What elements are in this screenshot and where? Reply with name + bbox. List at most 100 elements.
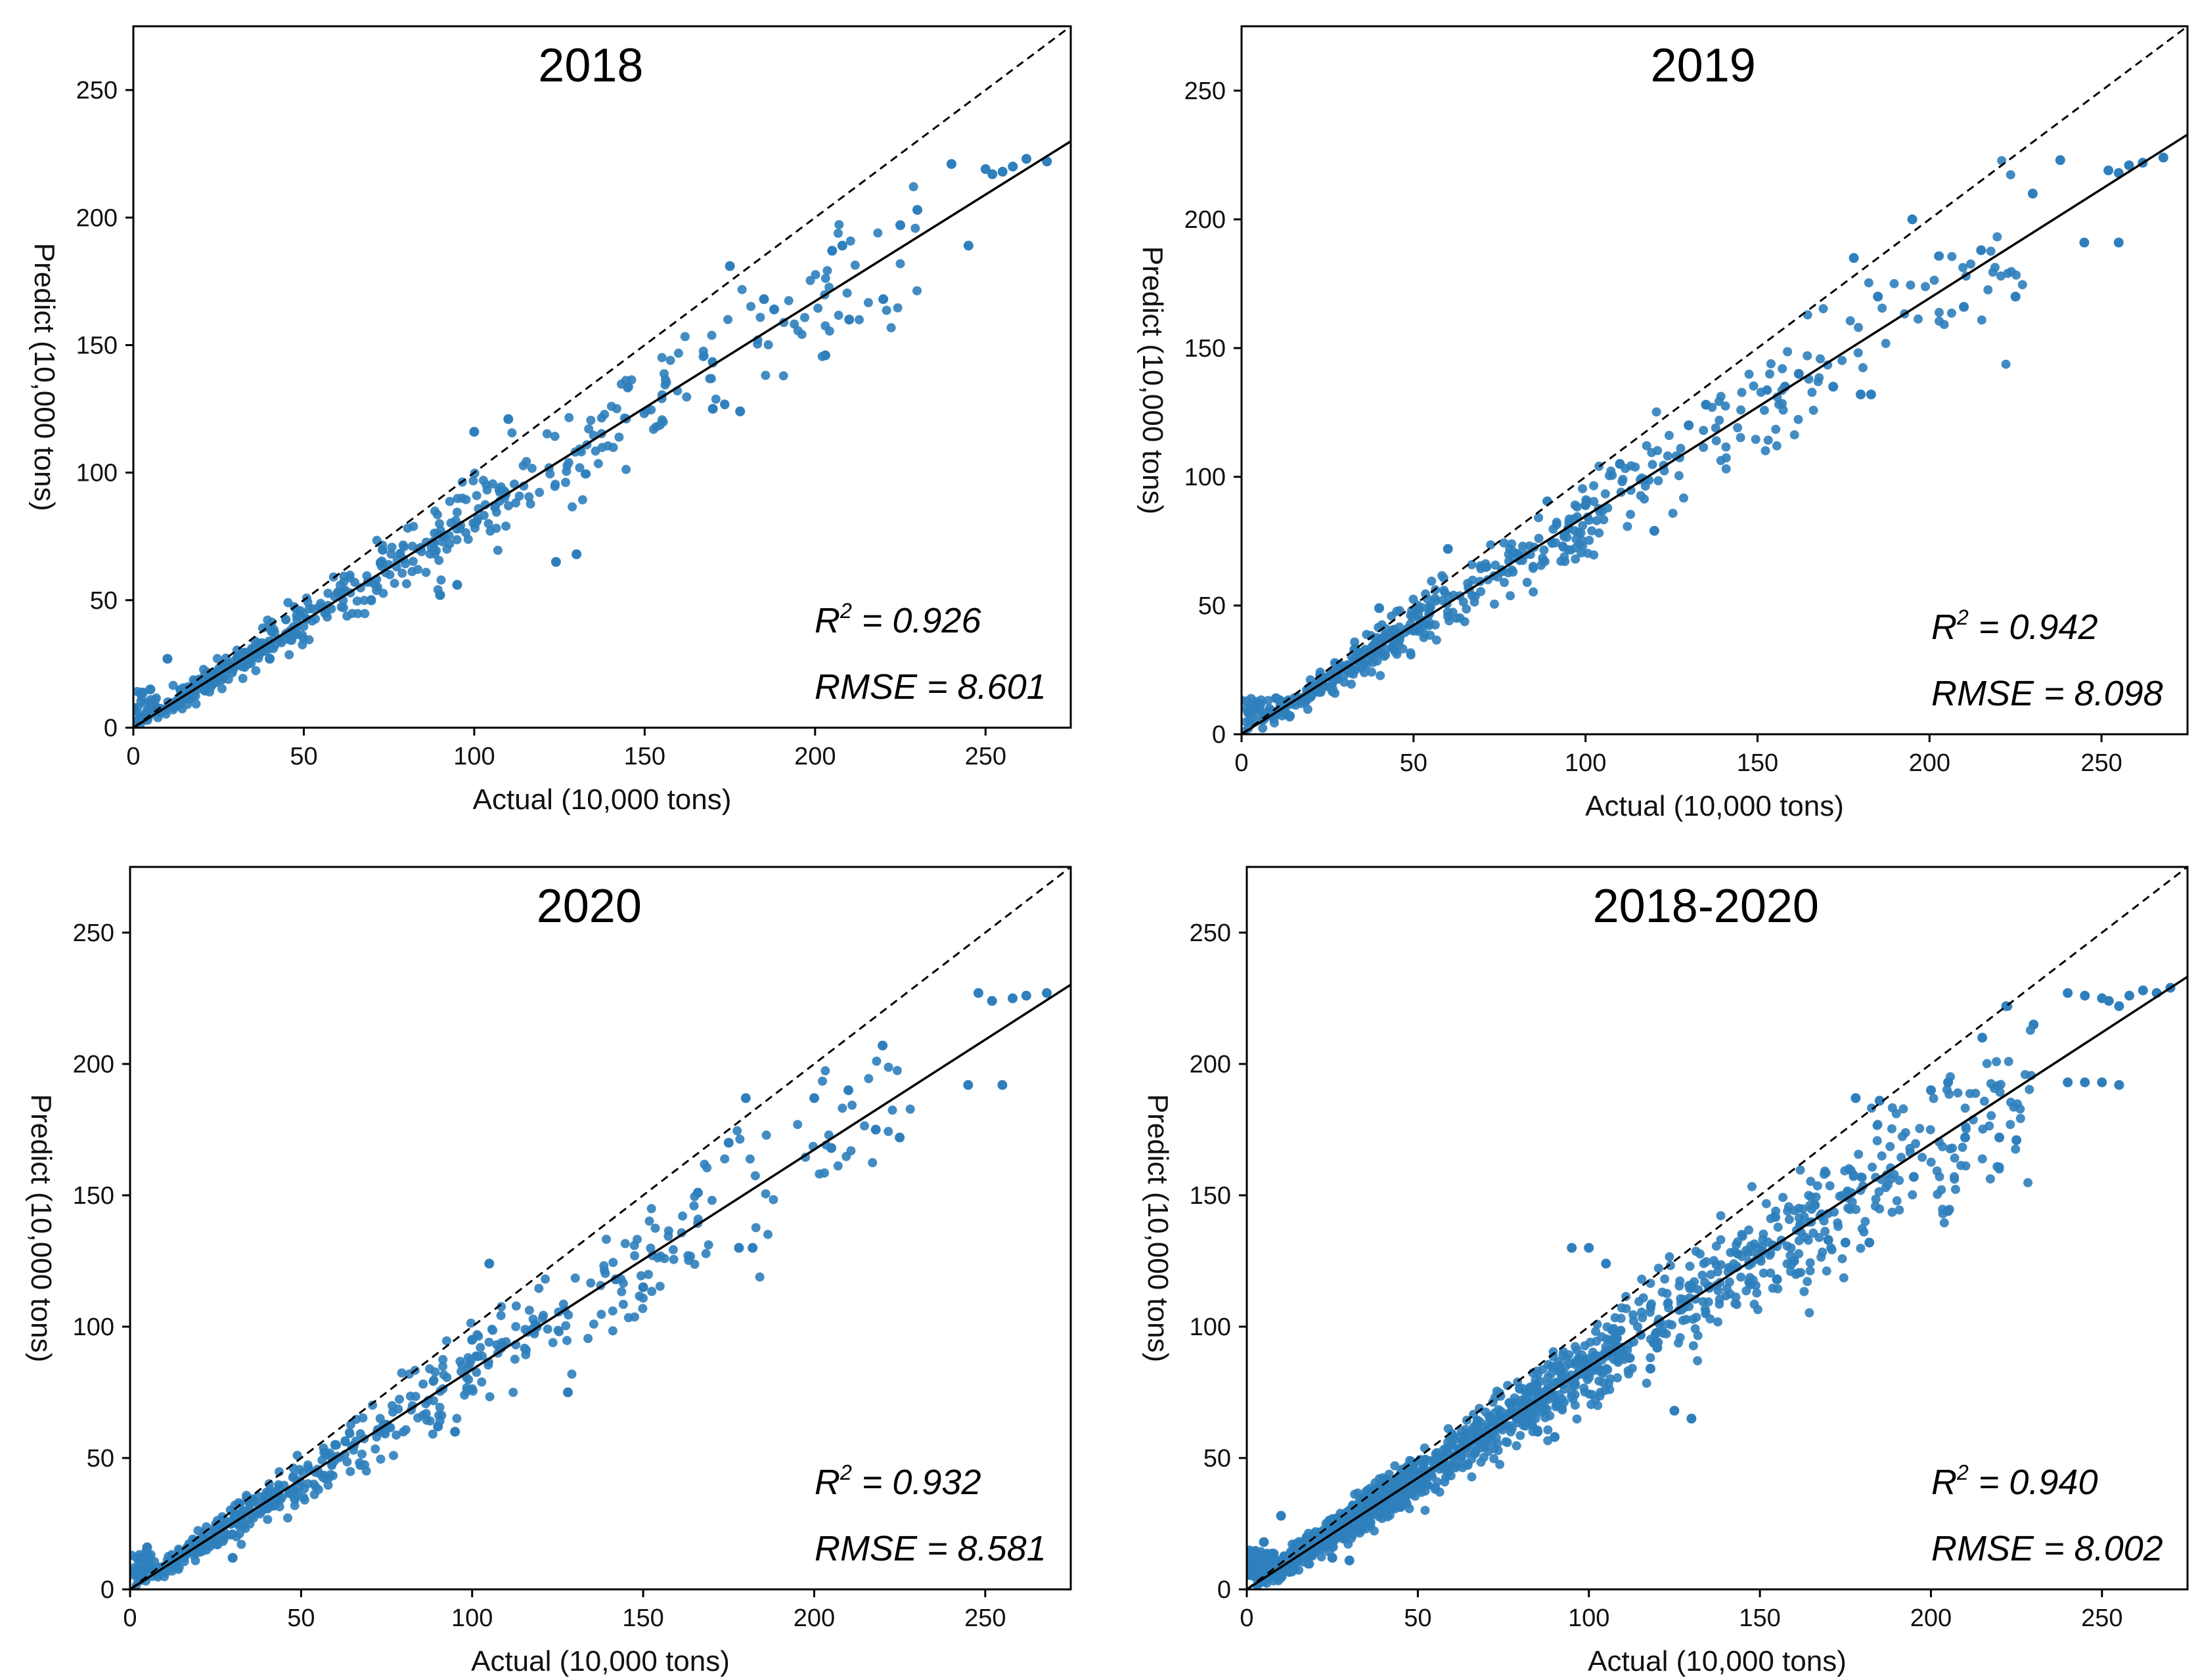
r-squared-label: R2 = 0.932 xyxy=(815,1461,981,1502)
data-point xyxy=(1384,1469,1394,1479)
data-point xyxy=(470,519,480,529)
data-point xyxy=(669,1254,679,1264)
data-point xyxy=(290,1501,300,1511)
data-point xyxy=(633,1235,642,1245)
data-point xyxy=(1554,1390,1564,1400)
data-point xyxy=(191,1556,200,1566)
data-point xyxy=(2004,1057,2013,1067)
data-point xyxy=(1979,1096,1989,1106)
data-point xyxy=(1994,1164,2004,1174)
data-point xyxy=(1607,1325,1617,1335)
data-point xyxy=(1749,1299,1759,1309)
data-point xyxy=(1921,282,1930,292)
data-point xyxy=(521,1350,531,1359)
data-point xyxy=(472,1367,482,1377)
data-point xyxy=(1328,1538,1337,1548)
data-point xyxy=(336,602,346,612)
data-point xyxy=(1646,1279,1655,1288)
data-point xyxy=(1383,1478,1393,1488)
data-point xyxy=(1626,510,1636,519)
data-point xyxy=(294,611,304,621)
data-point xyxy=(1934,307,1944,317)
data-point xyxy=(692,1187,703,1198)
data-point xyxy=(2113,237,2124,248)
data-point xyxy=(270,627,280,637)
data-point xyxy=(657,353,667,363)
data-point xyxy=(281,615,290,624)
data-point xyxy=(1966,259,1975,269)
data-point xyxy=(608,1326,617,1336)
data-point xyxy=(1267,1559,1276,1569)
data-point xyxy=(583,1334,593,1343)
data-point xyxy=(191,691,200,701)
data-point xyxy=(318,1472,328,1482)
data-point xyxy=(1258,723,1268,733)
data-point xyxy=(494,1342,504,1352)
data-point xyxy=(2138,985,2148,996)
data-point xyxy=(811,270,820,280)
data-point xyxy=(321,1448,330,1457)
data-point xyxy=(1576,528,1586,538)
data-point xyxy=(833,229,843,238)
data-point xyxy=(860,1121,869,1131)
data-point xyxy=(1305,675,1315,685)
data-point xyxy=(1447,1440,1457,1450)
data-point xyxy=(623,1313,633,1323)
data-point xyxy=(1372,656,1382,666)
data-point xyxy=(501,1337,511,1346)
data-point xyxy=(564,412,574,422)
data-point xyxy=(1856,1243,1866,1253)
data-point xyxy=(1381,644,1391,654)
data-point xyxy=(1567,1243,1577,1253)
data-point xyxy=(1339,677,1349,687)
data-point xyxy=(360,609,370,619)
data-point xyxy=(1887,1207,1897,1217)
data-point xyxy=(1379,652,1389,661)
data-point xyxy=(1558,1350,1568,1360)
data-point xyxy=(1799,1212,1809,1222)
data-point xyxy=(548,1338,558,1348)
data-point xyxy=(238,1506,248,1516)
data-point xyxy=(1762,385,1772,395)
data-point xyxy=(1977,1154,1987,1164)
data-point xyxy=(236,1539,246,1549)
data-point xyxy=(508,1388,518,1397)
data-point xyxy=(1795,1165,1805,1175)
data-point xyxy=(1816,354,1825,364)
data-point xyxy=(678,1211,688,1221)
data-point xyxy=(234,1520,244,1530)
data-point xyxy=(584,424,594,434)
data-point xyxy=(504,501,513,511)
data-point xyxy=(1462,604,1471,614)
data-point xyxy=(1883,1180,1893,1190)
data-point xyxy=(638,1282,648,1293)
data-point xyxy=(1506,591,1515,601)
data-point xyxy=(1766,359,1776,368)
data-point xyxy=(1721,464,1731,474)
data-point xyxy=(1362,655,1372,665)
data-point xyxy=(1649,525,1659,536)
data-point xyxy=(1647,448,1657,458)
data-point xyxy=(164,1551,173,1561)
data-point xyxy=(1889,278,1899,288)
data-point xyxy=(843,1085,853,1095)
data-point xyxy=(1701,399,1711,410)
data-point xyxy=(1572,1414,1582,1424)
data-point xyxy=(524,492,534,502)
data-point xyxy=(1765,369,1774,379)
data-point xyxy=(1911,1139,1921,1149)
data-point xyxy=(570,1273,580,1283)
data-point xyxy=(1601,1258,1611,1269)
data-point xyxy=(1560,556,1570,566)
data-point xyxy=(1768,1283,1778,1293)
data-point xyxy=(1895,1176,1904,1185)
data-point xyxy=(553,1325,563,1335)
data-point xyxy=(1505,1421,1514,1430)
data-point xyxy=(1945,1144,1955,1154)
panel-title: 2018-2020 xyxy=(1593,880,1819,933)
data-point xyxy=(1522,1390,1532,1400)
data-point xyxy=(227,1553,238,1563)
data-point xyxy=(1867,1103,1876,1113)
data-point xyxy=(1476,586,1486,596)
data-point xyxy=(1664,431,1674,440)
